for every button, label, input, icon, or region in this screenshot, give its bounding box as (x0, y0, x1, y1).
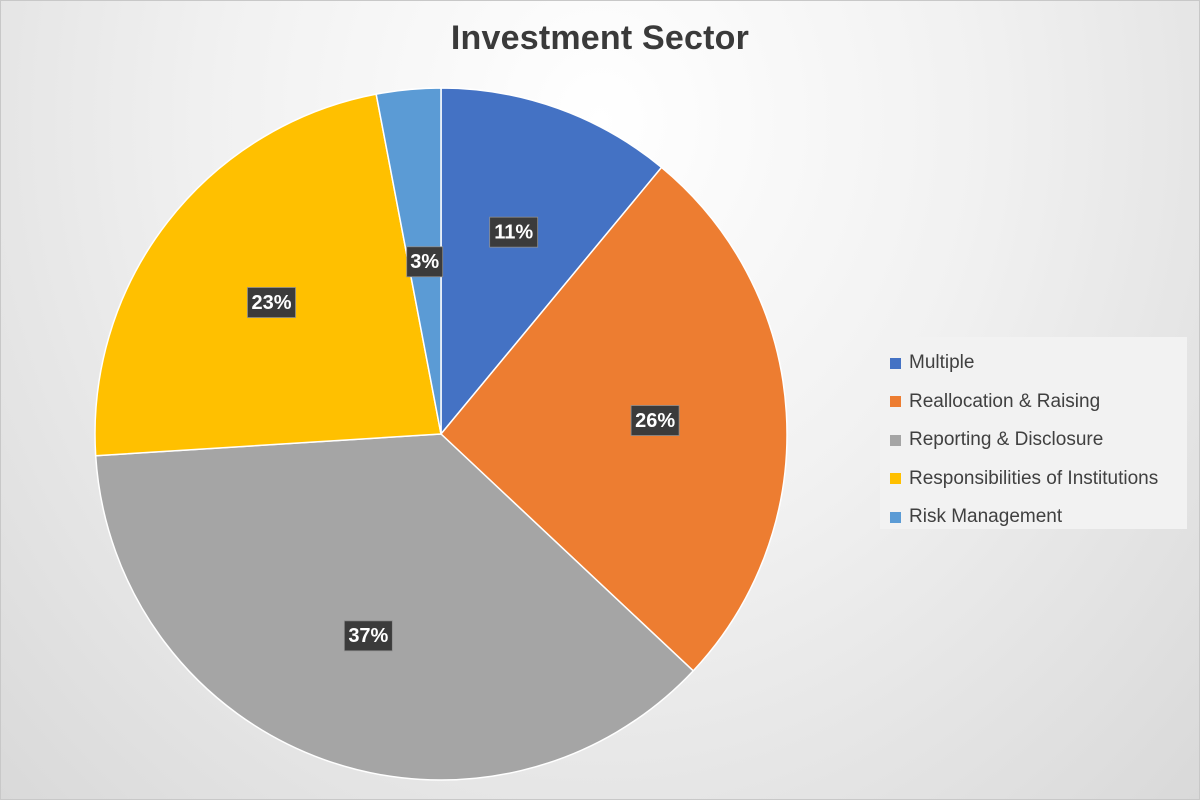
legend-label: Reallocation & Raising (909, 390, 1101, 412)
pie-slice-multiple[interactable] (440, 87, 663, 437)
legend-label: Responsibilities of Institutions (909, 467, 1159, 489)
data-label-reallocation-raising: 26% (630, 405, 680, 436)
pie-slice-reporting-disclosure[interactable] (94, 433, 695, 781)
legend-item-reporting-disclosure[interactable]: Reporting & Disclosure (890, 421, 1187, 460)
data-label-box (343, 620, 393, 652)
data-label-multiple: 11% (489, 216, 539, 248)
legend-label: Reporting & Disclosure (909, 429, 1104, 451)
data-label-box (406, 246, 444, 278)
data-label-text: 37% (348, 625, 388, 647)
chart-title: Investment Sector (450, 19, 750, 57)
data-label-box (630, 405, 680, 436)
legend-swatch (890, 434, 901, 446)
legend-item-multiple[interactable]: Multiple (890, 344, 1187, 383)
data-label-text: 3% (410, 251, 439, 273)
legend: Multiple Reallocation & Raising Reportin… (880, 337, 1187, 529)
legend-swatch (890, 473, 901, 485)
pie-slice-responsibilities-of-institutions[interactable] (94, 93, 442, 457)
data-label-text: 23% (251, 292, 291, 314)
legend-swatch (890, 511, 901, 523)
data-label-responsibilities-of-institutions: 23% (247, 287, 296, 318)
legend-item-risk-management[interactable]: Risk Management (890, 498, 1187, 537)
legend-label: Risk Management (909, 506, 1063, 528)
data-label-box (489, 216, 539, 248)
data-label-text: 11% (494, 221, 533, 243)
legend-item-reallocation-raising[interactable]: Reallocation & Raising (890, 383, 1187, 422)
data-label-text: 26% (635, 410, 675, 432)
legend-swatch (890, 357, 901, 369)
data-label-box (247, 287, 296, 318)
legend-label: Multiple (909, 352, 975, 374)
data-label-reporting-disclosure: 37% (343, 620, 393, 652)
legend-item-responsibilities-institutions[interactable]: Responsibilities of Institutions (890, 460, 1187, 499)
legend-swatch (890, 396, 901, 408)
data-label-risk-management: 3% (406, 246, 444, 278)
pie-slice-reallocation-raising[interactable] (439, 166, 788, 672)
